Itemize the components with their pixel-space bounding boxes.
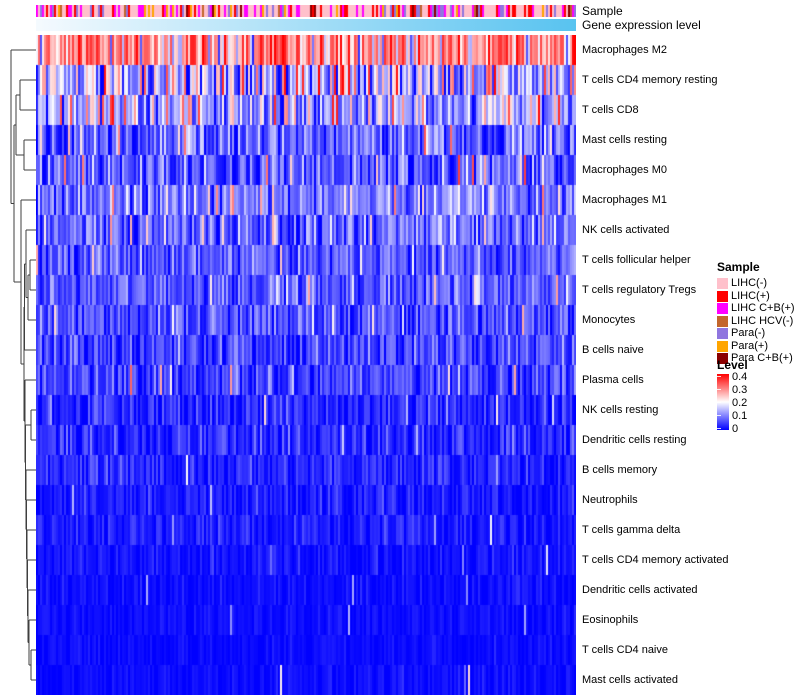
- row-label: Macrophages M2: [582, 44, 667, 56]
- legend-color-swatch: [717, 290, 728, 302]
- row-label: T cells CD4 memory activated: [582, 554, 729, 566]
- legend-level-title: Level: [717, 358, 748, 372]
- row-label: NK cells resting: [582, 404, 659, 416]
- legend-color-swatch: [717, 353, 728, 364]
- row-label: Neutrophils: [582, 494, 638, 506]
- row-label: Macrophages M0: [582, 164, 667, 176]
- level-tick-mark: [717, 428, 721, 429]
- row-label: B cells memory: [582, 464, 658, 476]
- row-label: T cells CD4 naive: [582, 644, 668, 656]
- level-tick-label: 0.4: [732, 371, 748, 383]
- row-dendrogram: [10, 49, 36, 681]
- legend-sample-title: Sample: [717, 260, 760, 274]
- level-colorbar: [717, 374, 729, 430]
- gene-expression-annotation-label: Gene expression level: [582, 18, 701, 32]
- legend-entry-label: LIHC(+): [731, 289, 770, 302]
- legend-color-swatch: [717, 303, 728, 314]
- level-tick-mark: [717, 415, 721, 416]
- sample-annotation-label: Sample: [582, 4, 623, 18]
- heatmap: [36, 35, 576, 695]
- row-label: Plasma cells: [582, 374, 644, 386]
- legend-entry-label: Para(-): [731, 327, 766, 339]
- sample-annotation-bar: [36, 5, 576, 17]
- row-label: Mast cells activated: [582, 674, 678, 686]
- legend-entry-label: LIHC C+B(+): [731, 302, 795, 314]
- legend-color-swatch: [717, 340, 728, 352]
- level-tick-label: 0.3: [732, 384, 748, 396]
- row-label: Eosinophils: [582, 614, 639, 626]
- row-label: NK cells activated: [582, 224, 670, 236]
- legend-entry-label: Para C+B(+): [731, 352, 793, 364]
- legend-color-swatch: [717, 278, 728, 289]
- row-label: Macrophages M1: [582, 194, 667, 206]
- row-label: B cells naive: [582, 344, 644, 356]
- row-label: T cells gamma delta: [582, 524, 681, 536]
- row-label: Dendritic cells resting: [582, 434, 687, 446]
- gene-expression-annotation-bar: [36, 19, 576, 31]
- row-label: T cells follicular helper: [582, 254, 691, 266]
- legend-entry-label: LIHC(-): [731, 277, 768, 289]
- row-label: T cells CD4 memory resting: [582, 74, 718, 86]
- row-label: Dendritic cells activated: [582, 584, 698, 596]
- level-tick-label: 0: [732, 423, 739, 435]
- level-tick-mark: [717, 389, 721, 390]
- row-label: T cells regulatory Tregs: [582, 284, 697, 296]
- level-tick-mark: [717, 376, 721, 377]
- legend-entry-label: LIHC HCV(-): [731, 314, 794, 327]
- legend-color-swatch: [717, 328, 728, 339]
- legend-color-swatch: [717, 315, 728, 327]
- legend-entry-label: Para(+): [731, 339, 768, 352]
- row-label: Mast cells resting: [582, 134, 667, 146]
- level-tick-mark: [717, 402, 721, 403]
- row-label: T cells CD8: [582, 104, 639, 116]
- level-tick-label: 0.2: [732, 397, 748, 409]
- level-tick-label: 0.1: [732, 410, 748, 422]
- row-label: Monocytes: [582, 314, 636, 326]
